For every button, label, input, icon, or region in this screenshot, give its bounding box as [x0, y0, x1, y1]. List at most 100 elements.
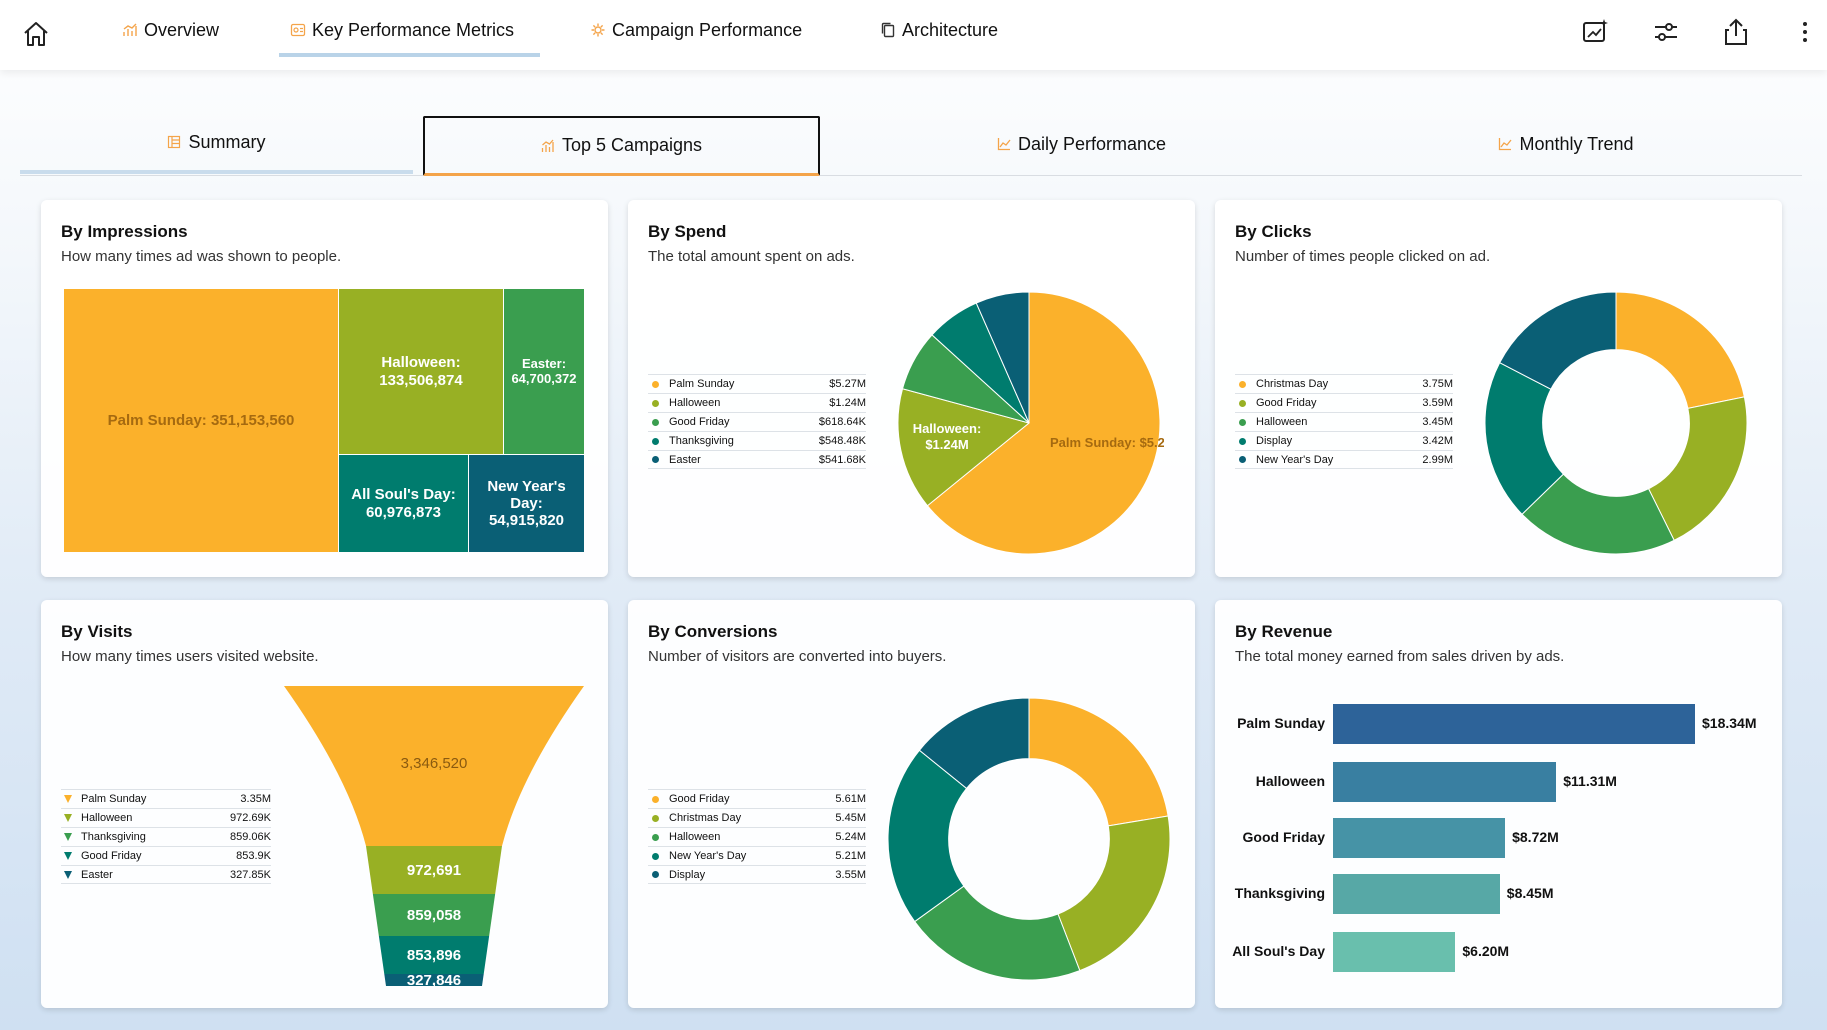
legend-item[interactable]: Palm Sunday 3.35M [61, 789, 271, 808]
funnel-segment-good-friday[interactable] [378, 936, 490, 974]
legend-marker [652, 852, 659, 860]
legend-item[interactable]: Good Friday 5.61M [648, 789, 866, 808]
filter-settings-button[interactable] [1650, 16, 1682, 48]
legend-value: $548.48K [818, 435, 866, 447]
legend-value: 853.9K [236, 850, 271, 862]
line-chart-icon [1499, 138, 1512, 151]
legend-value: 859.06K [230, 831, 271, 843]
more-vertical-icon [1803, 22, 1807, 42]
bar-value-label: $6.20M [1462, 943, 1510, 959]
treemap-cell-halloween[interactable]: Halloween: 133,506,874 [339, 289, 503, 454]
legend-value: $618.64K [818, 416, 866, 428]
funnel-segment-thanksgiving[interactable] [372, 894, 496, 936]
more-options-button[interactable] [1789, 16, 1821, 48]
bar-palm-sunday[interactable] [1333, 704, 1695, 744]
legend-label: Palm Sunday [669, 378, 735, 390]
slice-new-year-s-day[interactable] [1499, 291, 1617, 390]
slice-easter[interactable] [975, 291, 1030, 424]
legend-item[interactable]: Thanksgiving $548.48K [648, 431, 866, 450]
legend-value: 5.61M [835, 793, 866, 805]
treemap-cell-easter[interactable]: Easter: 64,700,372 [504, 289, 584, 454]
legend-item[interactable]: New Year's Day 5.21M [648, 846, 866, 865]
funnel-value-label: 853,896 [407, 947, 461, 964]
legend-value: 3.59M [1422, 397, 1453, 409]
treemap-label: Halloween: [381, 354, 461, 372]
home-button[interactable] [20, 18, 52, 50]
slice-label-halloween-value: $1.24M [925, 437, 968, 452]
funnel-segment-palm-sunday[interactable] [284, 686, 584, 846]
legend-marker [652, 380, 659, 388]
bar-value-label: $11.31M [1563, 773, 1617, 789]
slice-palm-sunday[interactable] [926, 291, 1161, 555]
share-icon [1725, 18, 1747, 45]
card-spend: By Spend The total amount spent on ads. … [628, 200, 1195, 577]
dashboard-icon [290, 23, 306, 37]
slice-christmas-day[interactable] [1615, 291, 1745, 409]
insights-button[interactable] [1579, 16, 1611, 48]
funnel-segment-halloween[interactable] [366, 846, 502, 894]
legend-label: Display [669, 868, 706, 881]
share-button[interactable] [1720, 16, 1752, 48]
nav-tab-campaign-performance[interactable]: Campaign Performance [590, 0, 802, 60]
legend-item[interactable]: New Year's Day 2.99M [1235, 450, 1453, 469]
legend-item[interactable]: Halloween 972.69K [61, 808, 271, 827]
slice-display[interactable] [918, 697, 1030, 790]
funnel-value-label: 3,346,520 [401, 755, 468, 772]
tab-summary[interactable]: Summary [20, 114, 413, 174]
legend-item[interactable]: Christmas Day 3.75M [1235, 374, 1453, 393]
bar-all-soul-s-day[interactable] [1333, 932, 1456, 972]
legend-item[interactable]: Good Friday 3.59M [1235, 393, 1453, 412]
bar-thanksgiving[interactable] [1333, 874, 1500, 914]
card-title: By Impressions [61, 222, 188, 241]
tab-top-5-campaigns[interactable]: Top 5 Campaigns [423, 116, 820, 176]
legend-item[interactable]: Halloween 5.24M [648, 827, 866, 846]
card-title: By Revenue [1235, 622, 1333, 641]
legend-item[interactable]: Palm Sunday $5.27M [648, 374, 866, 393]
tab-monthly-trend[interactable]: Monthly Trend [1330, 114, 1802, 174]
legend-item[interactable]: Good Friday 853.9K [61, 846, 271, 865]
legend-item[interactable]: Halloween $1.24M [648, 393, 866, 412]
legend-item[interactable]: Display 3.55M [648, 865, 866, 884]
legend-item[interactable]: Thanksgiving 859.06K [61, 827, 271, 846]
legend-label: Thanksgiving [81, 831, 146, 843]
card-clicks: By Clicks Number of times people clicked… [1215, 200, 1782, 577]
gear-icon [591, 23, 605, 37]
slice-halloween[interactable] [1521, 473, 1675, 555]
funnel-value-label: 327,846 [407, 972, 461, 986]
legend-item[interactable]: Halloween 3.45M [1235, 412, 1453, 431]
slice-display[interactable] [1484, 362, 1565, 515]
bar-category-label: Good Friday [1242, 829, 1325, 845]
card-title: By Visits [61, 622, 133, 641]
legend-label: Good Friday [1256, 397, 1317, 409]
sub-tabs: Summary Top 5 Campaigns Daily Performanc… [20, 114, 1802, 176]
bar-category-label: Thanksgiving [1234, 885, 1325, 901]
slice-good-friday[interactable] [1647, 396, 1748, 542]
treemap-cell-palm-sunday[interactable]: Palm Sunday: 351,153,560 [64, 289, 338, 552]
treemap-cell-all-souls-day[interactable]: All Soul's Day: 60,976,873 [339, 455, 468, 552]
nav-tab-architecture[interactable]: Architecture [880, 0, 998, 60]
legend-item[interactable]: Easter $541.68K [648, 450, 866, 469]
legend-item[interactable]: Easter 327.85K [61, 865, 271, 884]
nav-tab-overview[interactable]: Overview [122, 0, 219, 60]
home-icon [24, 22, 48, 46]
chart-icon [541, 139, 554, 152]
legend-item[interactable]: Good Friday $618.64K [648, 412, 866, 431]
tab-label: Daily Performance [1017, 133, 1167, 154]
tab-daily-performance[interactable]: Daily Performance [833, 114, 1330, 174]
bar-halloween[interactable] [1333, 762, 1557, 802]
nav-tab-key-performance-metrics[interactable]: Key Performance Metrics [290, 0, 514, 60]
slice-christmas-day[interactable] [1057, 815, 1171, 972]
bar-good-friday[interactable] [1333, 818, 1506, 858]
legend-value: 3.75M [1422, 378, 1453, 390]
slice-good-friday[interactable] [1028, 697, 1169, 827]
conversions-donut-chart [887, 697, 1171, 981]
legend-item[interactable]: Christmas Day 5.45M [648, 808, 866, 827]
card-subtitle: Number of times people clicked on ad. [1235, 248, 1491, 265]
funnel-segment-easter[interactable] [384, 974, 484, 986]
legend-value: 972.69K [230, 812, 271, 824]
card-subtitle: The total money earned from sales driven… [1235, 648, 1565, 665]
treemap-cell-new-years-day[interactable]: New Year's Day: 54,915,820 [469, 455, 584, 552]
legend-marker [652, 833, 659, 841]
legend-item[interactable]: Display 3.42M [1235, 431, 1453, 450]
slice-halloween[interactable] [897, 388, 1031, 507]
